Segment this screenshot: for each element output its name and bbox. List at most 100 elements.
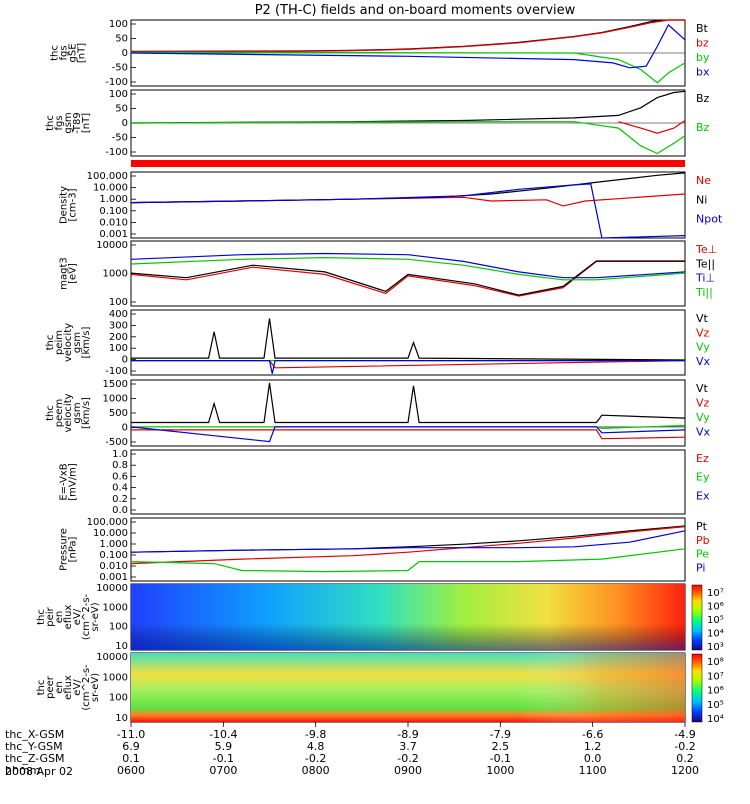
y-tick-label: 0 (122, 48, 128, 59)
series-line-bz (130, 90, 686, 124)
y-tick-label: 1000 (103, 672, 128, 683)
colorbar-tick: 10⁶ (707, 686, 724, 697)
panel-ylabel-line: magt3 (59, 257, 70, 290)
electron-spectrogram (131, 653, 685, 722)
legend-te: Te⊥ (695, 243, 717, 256)
series-line-extra (618, 120, 686, 134)
series-line-ti (130, 252, 686, 279)
panel-temperature: magt3[eV] 10000 1000 100 Te⊥Te|| Ti⊥Ti|| (59, 240, 718, 308)
colorbar-tick: 10³ (707, 642, 724, 653)
y-tick-label: 1000 (103, 394, 128, 405)
axis-row-label: thc_Y-GSM (5, 740, 63, 753)
panel-ylabel-line: peir (45, 606, 56, 626)
axis-value: -6.6 (582, 728, 603, 741)
panel-ylabel-line: [nT] (77, 43, 88, 63)
y-tick-label: 0.6 (112, 471, 128, 482)
y-tick-label: 0.4 (112, 483, 128, 494)
axis-value: 1100 (579, 764, 607, 777)
y-tick-label: 1.0 (112, 449, 128, 460)
y-tick-label: 10000 (96, 652, 128, 663)
axis-value: 2.5 (492, 740, 510, 753)
axis-value: 5.9 (215, 740, 233, 753)
colorbar-tick: 10⁵ (707, 615, 724, 626)
panel-ylabel-line: Pressure (59, 528, 70, 571)
electron-colorbar (691, 653, 703, 723)
axis-value: -8.9 (397, 728, 418, 741)
y-tick-label: 0 (122, 423, 128, 434)
legend-vt: Vt (696, 312, 709, 325)
y-tick-label: 0.8 (112, 460, 128, 471)
y-tick-label: -50 (112, 133, 128, 144)
legend-vz: Vz (696, 326, 710, 339)
y-tick-label: 100 (109, 343, 128, 354)
legend-bz: Bz (696, 121, 710, 134)
y-tick-label: 0.010 (99, 217, 128, 228)
panel-ylabel: thcfgsgSE[nT] (50, 43, 88, 63)
axis-row-label: thc_Z-GSM (5, 752, 65, 765)
colorbar-tick: 10⁷ (707, 588, 724, 599)
panel-ylabel-line: E=-VxB (59, 463, 70, 500)
panel-ylabel: E=-VxB[mV/m] (59, 463, 79, 501)
legend-vz: Vz (696, 397, 710, 410)
legend-ti: Ti|| (695, 286, 713, 299)
panel-ylabel-line: fgs (59, 45, 70, 60)
y-tick-label: 10 (115, 713, 128, 724)
y-tick-label: -100 (105, 77, 128, 88)
y-tick-label: 0 (122, 118, 128, 129)
y-tick-label: 1.000 (99, 539, 128, 550)
y-tick-label: 500 (109, 408, 128, 419)
legend-vt: Vt (696, 382, 709, 395)
legend-vx: Vx (696, 355, 711, 368)
axis-value: 4.8 (307, 740, 325, 753)
legend-ni: Ni (696, 193, 707, 206)
series-line-vt (131, 318, 686, 361)
axis-value: 0800 (302, 764, 330, 777)
status-bar (131, 160, 685, 167)
y-tick-label: 1000 (103, 602, 128, 613)
panel-peem-velocity: thcpeemvelocitygsm[km/s] 1500 1000 500 0 -500… (45, 379, 711, 448)
legend-vy: Vy (696, 341, 710, 354)
y-tick-label: 100 (109, 297, 128, 308)
panel-ylabel: thcfgsgsm-T89[nT] (45, 112, 92, 134)
panel-ylabel-line: eflux (63, 675, 74, 700)
axis-value: 6.9 (122, 740, 140, 753)
colorbar-tick: 10⁶ (707, 602, 724, 613)
panel-ylabel-line: eflux (63, 605, 74, 630)
legend-ti: Ti⊥ (695, 272, 715, 285)
panel-frame (130, 240, 686, 307)
y-tick-label: 0.010 (99, 561, 128, 572)
panel-pressure: Pressure[nPa] 100.00010.0001.0000.1000.01… (59, 517, 710, 583)
axis-value: -10.4 (209, 728, 237, 741)
y-tick-label: -100 (105, 366, 128, 377)
axis-value: 0.2 (676, 752, 694, 765)
panel-fgs-gsm: thcfgsgsm-T89[nT] 100 50 0 -50 -100 Bz Bz (45, 89, 710, 158)
panel-frame (130, 309, 686, 376)
panel-ylabel: thcpeirenefluxeV/(cm^2-s-sr-eV) (36, 593, 101, 640)
panel-ylabel-line: gsm (72, 332, 83, 353)
series-line-by (130, 51, 686, 84)
panel-ylabel-line: peer (45, 675, 56, 699)
panel-density: Density[cm-3] 100.00010.0001.0000.1000.01… (59, 171, 723, 240)
panel-ylabel-line: eV/ (72, 679, 83, 696)
series-line-pi (130, 530, 686, 553)
axis-value: -7.9 (490, 728, 511, 741)
panel-frame (130, 517, 686, 582)
series-line-ti (130, 256, 686, 281)
y-tick-label: -500 (105, 437, 128, 448)
axis-value: 0.0 (584, 752, 602, 765)
panel-ylabel-line: [eV] (68, 263, 79, 284)
y-tick-label: 1.000 (99, 194, 128, 205)
series-line-vz (131, 429, 686, 440)
axis-value: -9.8 (305, 728, 326, 741)
legend-pb: Pb (696, 534, 710, 547)
y-tick-label: 0.0 (112, 505, 128, 516)
axis-value: 0700 (209, 764, 237, 777)
panel-ylabel-line: thc (36, 609, 47, 625)
y-tick-label: 400 (109, 309, 128, 320)
panel-ylabel-line: thc (45, 335, 56, 351)
panel-ylabel-line: thc (45, 115, 56, 131)
panel-peim-velocity: thcpeimvelocitygsm[km/s] 4003002001000-10… (45, 309, 711, 377)
series-line-pe (130, 548, 686, 573)
legend-te: Te|| (695, 257, 715, 270)
colorbar-tick: 10⁵ (707, 700, 724, 711)
